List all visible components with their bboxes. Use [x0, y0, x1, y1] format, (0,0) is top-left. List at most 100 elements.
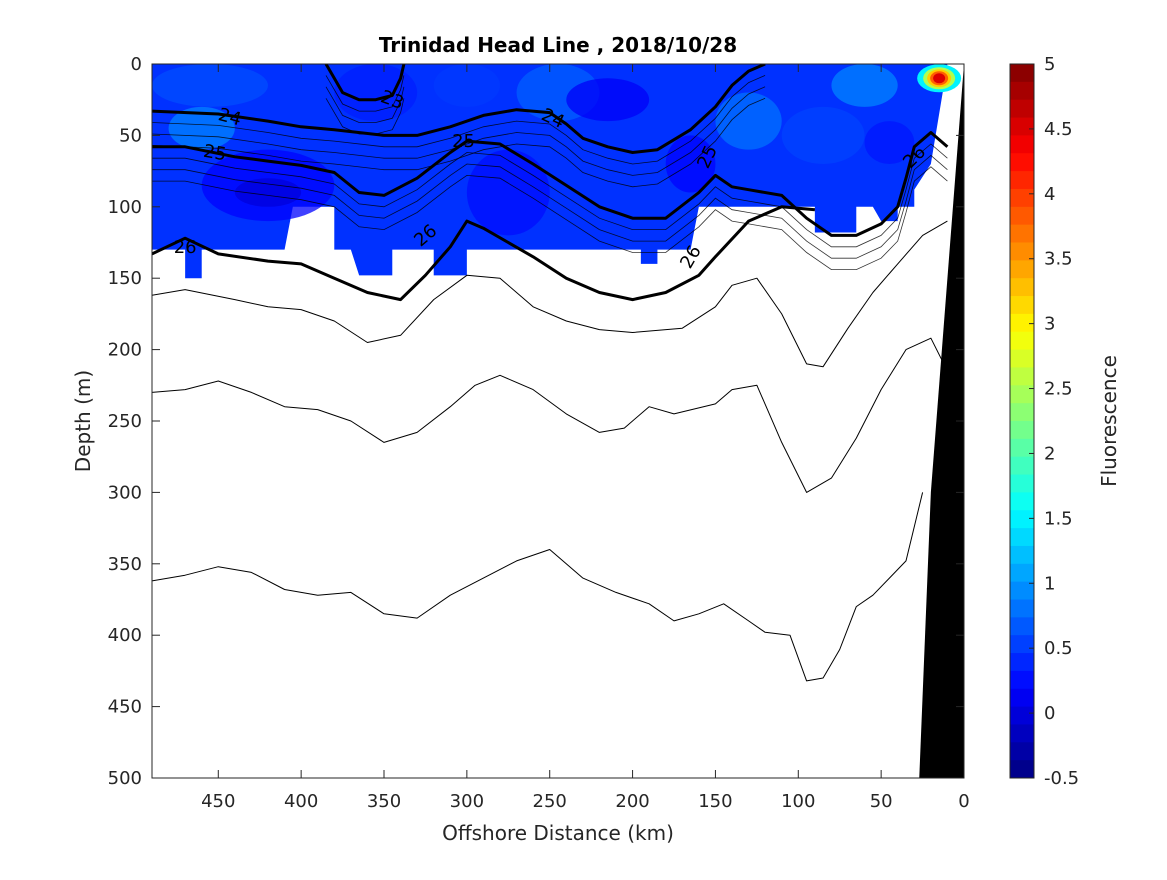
fluorescence-peak [933, 73, 946, 84]
colorbar-segment [1010, 135, 1034, 154]
x-tick-label: 400 [284, 791, 318, 812]
y-tick-label: 400 [108, 625, 142, 646]
colorbar-segment [1010, 492, 1034, 511]
y-tick-label: 500 [108, 768, 142, 789]
colorbar-tick-label: 1.5 [1044, 508, 1073, 529]
colorbar-segment [1010, 64, 1034, 83]
contour-line-minor [325, 98, 405, 135]
fluorescence-patch [781, 106, 865, 164]
colorbar-segment [1010, 510, 1034, 529]
colorbar-tick-label: 4 [1044, 184, 1055, 205]
colorbar-tick-label: 4.5 [1044, 119, 1073, 140]
colorbar-segment [1010, 742, 1034, 761]
colorbar-tick-label: 1 [1044, 573, 1055, 594]
chart-title: Trinidad Head Line , 2018/10/28 [379, 33, 737, 57]
y-axis-label: Depth (m) [71, 370, 95, 472]
y-tick-label: 250 [108, 411, 142, 432]
contour-line-minor [152, 75, 766, 165]
y-tick-label: 450 [108, 697, 142, 718]
x-tick-label: 350 [367, 791, 401, 812]
fluorescence-patch [234, 178, 302, 207]
contour-line-25 [152, 131, 949, 237]
fluorescence-patch [152, 64, 268, 107]
x-tick-label: 200 [615, 791, 649, 812]
bathymetry-wedge [919, 64, 964, 778]
contour-line-minor [152, 143, 948, 248]
fluorescence-patch [566, 78, 650, 122]
fluorescence-patch [168, 106, 235, 150]
colorbar-segment [1010, 545, 1034, 565]
contour-line-minor [152, 166, 948, 270]
colorbar-segment [1010, 206, 1034, 226]
contour-line-23 [324, 64, 406, 102]
colorbar-label: Fluorescence [1097, 355, 1121, 487]
colorbar-tick-label: 3 [1044, 314, 1055, 335]
x-axis-label: Offshore Distance (km) [442, 821, 674, 845]
contour-line-26-6 [152, 492, 924, 682]
colorbar-segment [1010, 296, 1034, 315]
x-tick-label: 50 [870, 791, 893, 812]
colorbar-segment [1010, 81, 1034, 101]
contour-line-26-2 [152, 220, 948, 368]
x-tick-label: 450 [201, 791, 235, 812]
colorbar-segment [1010, 653, 1034, 672]
colorbar-segment [1010, 260, 1034, 279]
x-tick-label: 100 [781, 791, 815, 812]
y-tick-label: 300 [108, 482, 142, 503]
colorbar-segment [1010, 313, 1034, 333]
colorbar-segment [1010, 278, 1034, 297]
x-tick-label: 0 [958, 791, 969, 812]
colorbar-segment [1010, 635, 1034, 654]
contour-label: 25 [452, 131, 475, 152]
contour-line-minor [152, 86, 766, 176]
colorbar-segment [1010, 581, 1034, 600]
y-tick-label: 200 [108, 340, 142, 361]
fluorescence-patch [466, 149, 550, 236]
colorbar-segment [1010, 563, 1034, 583]
colorbar-segment [1010, 242, 1034, 261]
x-tick-label: 150 [698, 791, 732, 812]
colorbar-segment [1010, 670, 1034, 690]
fluorescence-patch [831, 64, 898, 107]
x-tick-label: 300 [450, 791, 484, 812]
y-tick-label: 100 [108, 197, 142, 218]
contour-label: 26 [174, 237, 197, 258]
colorbar-tick-label: 5 [1044, 54, 1055, 75]
colorbar-segment [1010, 224, 1034, 243]
colorbar-segment [1010, 760, 1034, 779]
contour-line-minor [152, 154, 948, 259]
colorbar-segment [1010, 349, 1034, 368]
colorbar-tick-label: 2 [1044, 443, 1055, 464]
colorbar-segment [1010, 385, 1034, 404]
colorbar-segment [1010, 474, 1034, 493]
fluorescence-patch [864, 121, 915, 164]
contour-label: 25 [202, 141, 228, 166]
colorbar-segment [1010, 99, 1034, 119]
colorbar-segment [1010, 599, 1034, 618]
colorbar-segment [1010, 456, 1034, 476]
y-tick-label: 350 [108, 554, 142, 575]
colorbar-tick-label: 0 [1044, 703, 1055, 724]
fluorescence-field [152, 64, 962, 279]
contour-line-minor [325, 75, 405, 112]
colorbar-tick-label: 3.5 [1044, 249, 1073, 270]
contour-line-24 [152, 64, 766, 154]
contour-line-26-4 [152, 337, 948, 493]
fluorescence-patch [715, 92, 782, 150]
colorbar-segment [1010, 117, 1034, 136]
y-tick-label: 150 [108, 268, 142, 289]
colorbar-segment [1010, 421, 1034, 440]
colorbar-tick-label: 2.5 [1044, 379, 1073, 400]
contour-line-minor [152, 97, 766, 188]
colorbar-segment [1010, 367, 1034, 386]
colorbar-segment [1010, 438, 1034, 458]
colorbar: -0.5 0 0.5 1 1.5 2 2.5 3 3.5 4 4.5 5 [1009, 54, 1079, 789]
y-tick-label: 50 [119, 125, 142, 146]
colorbar-tick-label: -0.5 [1044, 768, 1079, 789]
x-tick-label: 250 [533, 791, 567, 812]
colorbar-segment [1010, 617, 1034, 636]
fluorescence-patch [433, 64, 500, 107]
colorbar-segment [1010, 188, 1034, 208]
